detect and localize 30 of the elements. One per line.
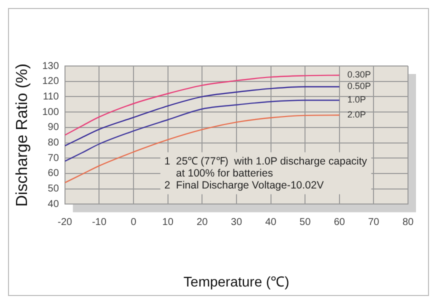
x-tick-label: -20 (58, 216, 73, 228)
y-tick-label: 80 (48, 138, 60, 149)
x-tick-label: 70 (368, 216, 380, 228)
x-tick-label: 20 (196, 216, 208, 228)
y-tick-label: 110 (42, 91, 60, 102)
x-tick-label: 80 (402, 216, 414, 228)
y-tick-label: 70 (48, 152, 60, 164)
series-label: 1.0P (347, 94, 366, 105)
line-series (64, 74, 340, 136)
x-tick-label: 30 (230, 216, 242, 228)
x-axis-title: Temperature (℃) (184, 273, 290, 290)
x-tick-label: 10 (162, 216, 174, 228)
series-label: 2.0P (347, 110, 366, 120)
y-tick-label: 100 (42, 106, 60, 118)
y-tick-label: 120 (42, 76, 60, 88)
series-label: 0.30P (347, 70, 371, 80)
y-tick-label: 90 (48, 122, 60, 134)
x-tick-label: 40 (265, 216, 277, 228)
x-tick-label: 60 (334, 216, 346, 228)
annotation: 1 25℃ (77℉) with 1.0P discharge capacity at 100% for batteries 2 Final Discharge Voltage-10.02V (164, 155, 368, 192)
y-axis-title: Discharge Ratio (%) (14, 64, 32, 207)
x-tick-label: -10 (92, 216, 107, 228)
series-label: 0.50P (347, 81, 371, 92)
y-tick-label: 130 (42, 60, 60, 72)
x-tick-label: 50 (300, 216, 312, 228)
line-series (64, 86, 340, 146)
x-tick-label: 0 (130, 216, 137, 228)
y-tick-label: 50 (48, 184, 60, 195)
y-tick-label: 40 (48, 198, 60, 210)
y-tick-label: 60 (48, 168, 60, 180)
